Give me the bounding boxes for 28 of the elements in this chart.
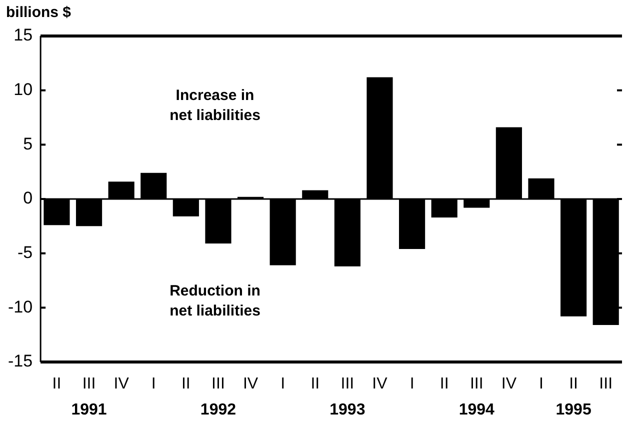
y-axis-title: billions $ [6,4,72,21]
x-tick-label: III [599,375,613,392]
y-tick-label: 10 [14,80,33,100]
x-tick-label: III 1992 [200,375,236,418]
x-tick-label: IV [372,375,388,392]
x-tick-label: I [151,375,156,392]
x-tick-label: II 1995 [556,375,592,418]
x-tick-label: I [280,375,286,392]
x-tick-label: III 1993 [330,375,366,418]
x-tick-label: II [52,375,62,392]
x-tick-label: II [440,375,449,392]
x-tick-label: IV [501,375,517,392]
x-tick-label: III 1991 [71,375,107,418]
y-tick-label: -5 [17,243,33,262]
annotation: Increase in net liabilities [170,86,260,124]
y-tick-label: 0 [23,188,33,208]
y-tick-label: 5 [23,134,33,154]
y-tick-label: 15 [14,26,33,45]
x-tick-label: II [310,375,320,392]
x-tick-label: III 1994 [458,375,495,418]
y-tick-label: -10 [8,297,33,316]
x-tick-label: IV [114,375,130,392]
y-tick-label: -15 [8,352,33,371]
x-tick-label: II [181,375,190,392]
annotation: Reduction in net liabilities [170,282,260,320]
x-tick-label: I [539,375,544,392]
x-tick-label: I [410,375,414,392]
x-tick-label: IV [242,375,258,392]
